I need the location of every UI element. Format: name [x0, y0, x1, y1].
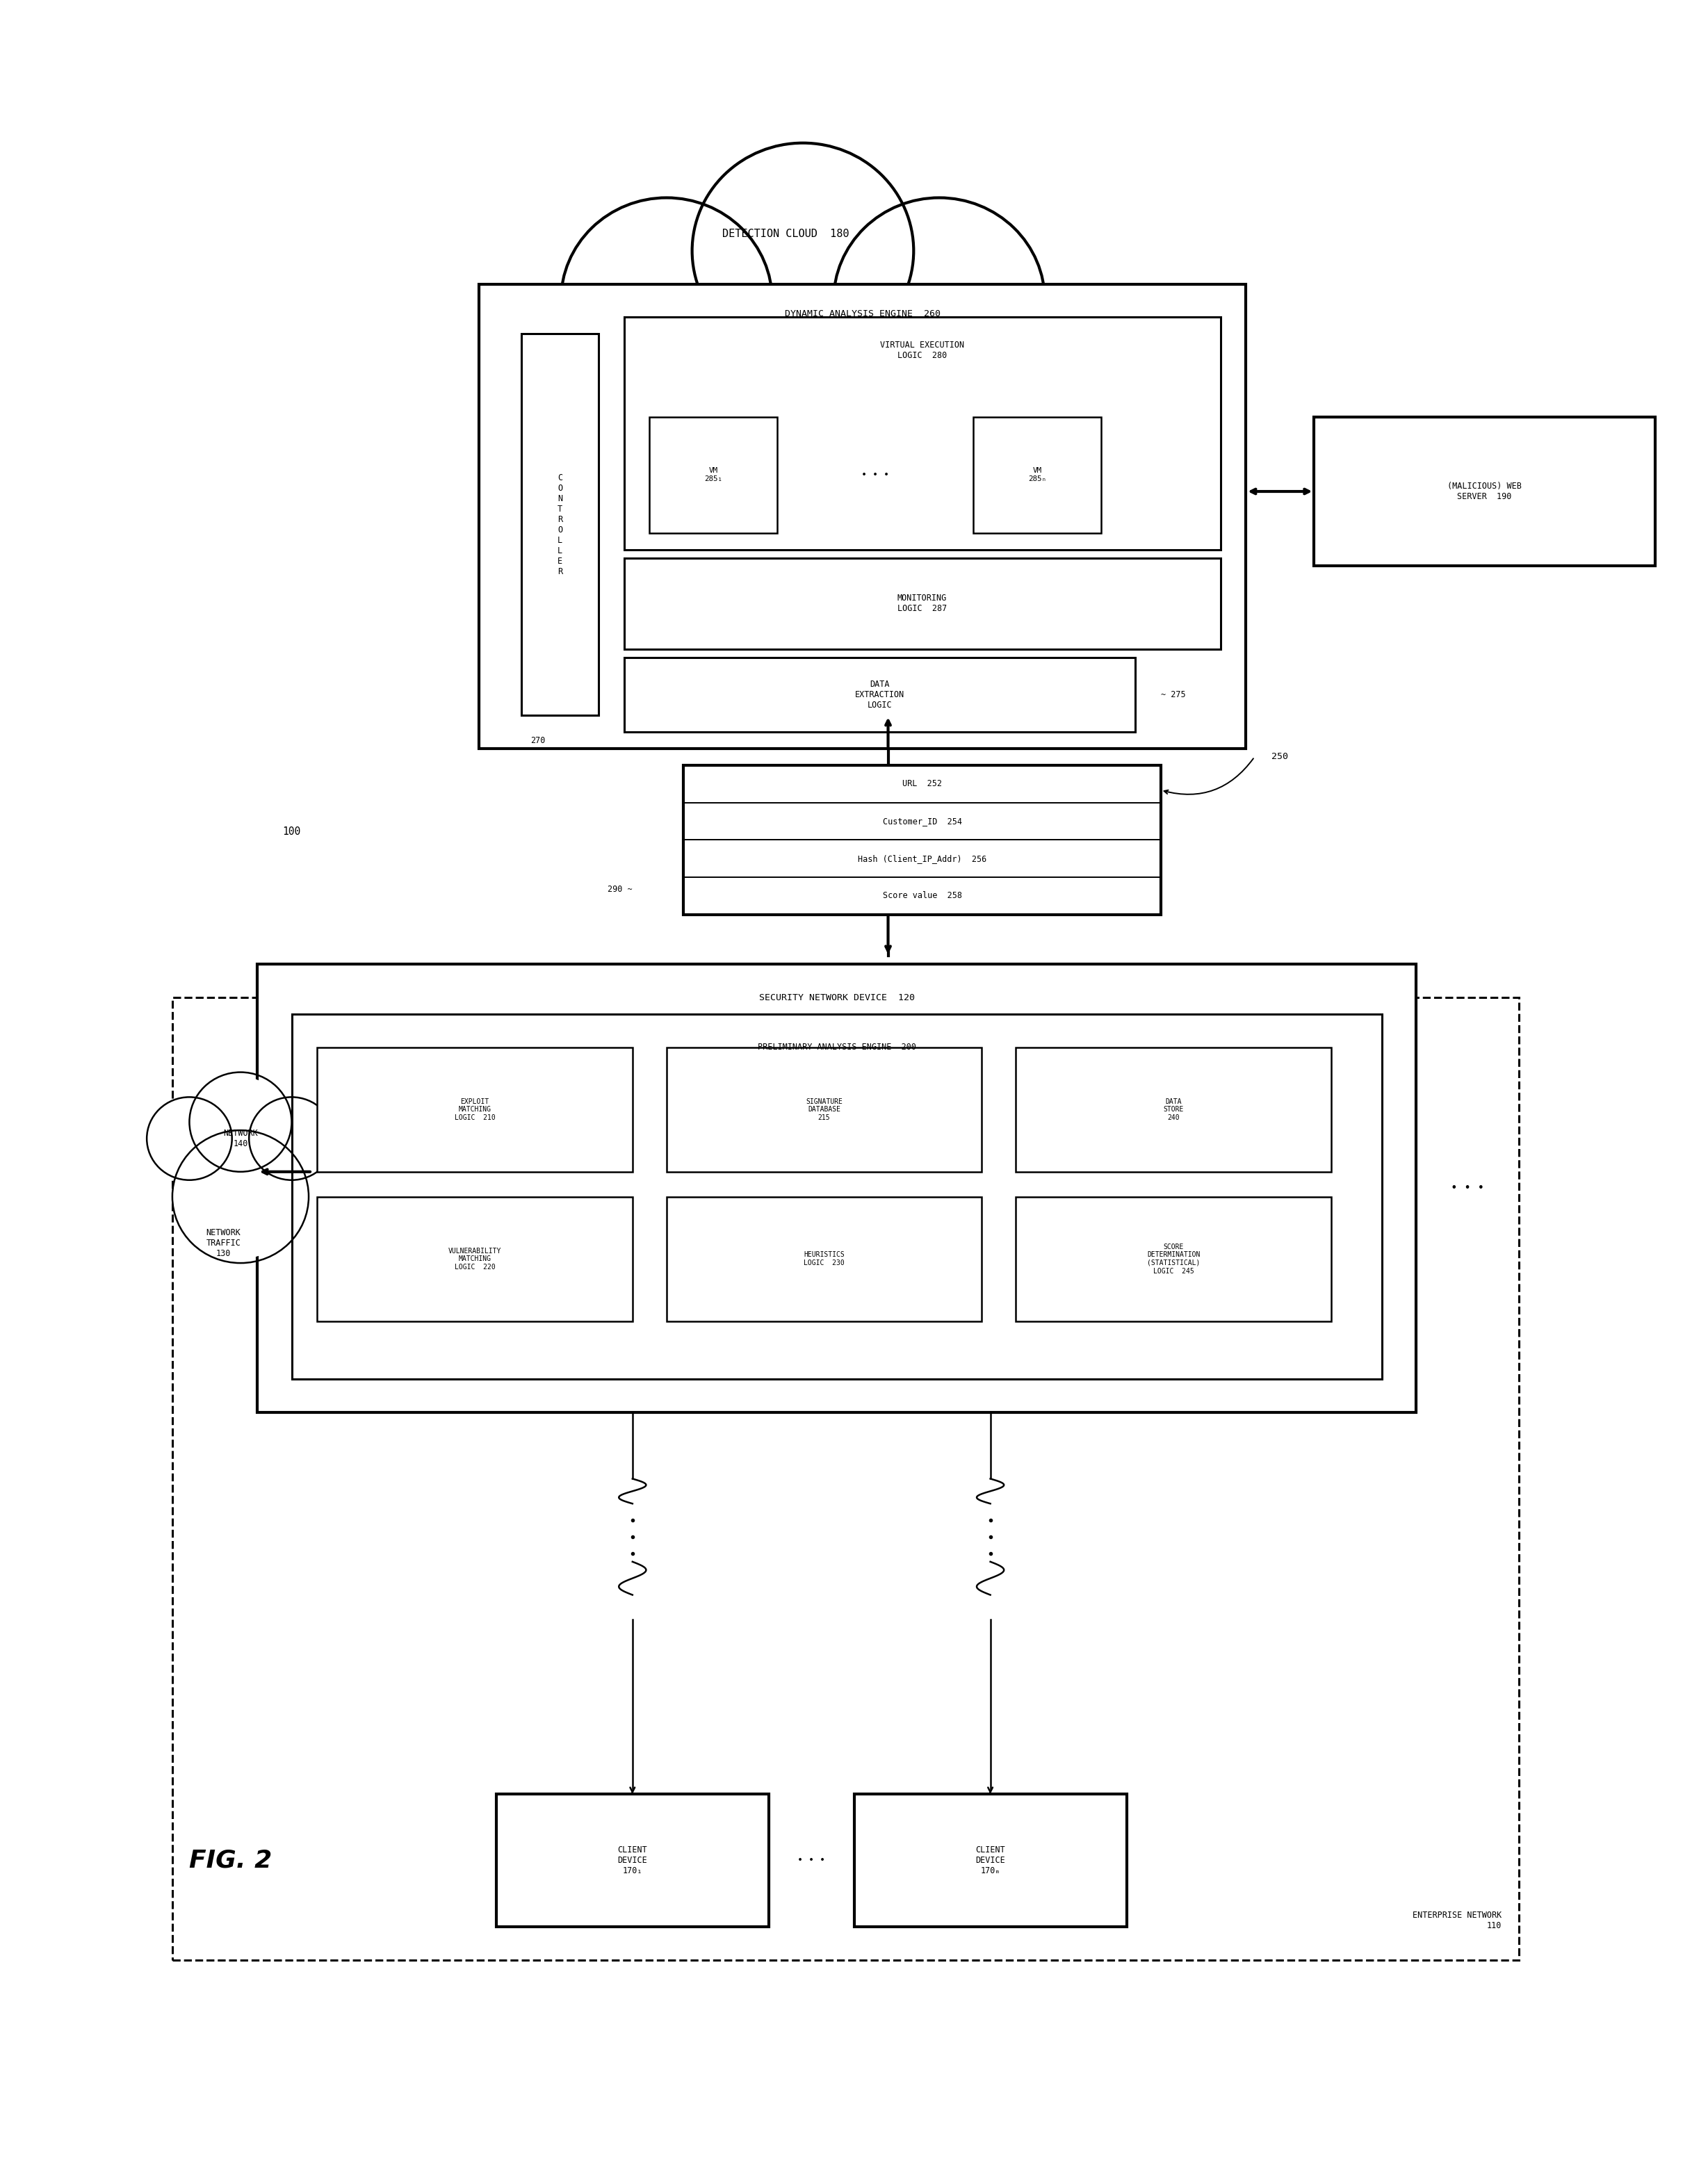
FancyBboxPatch shape: [478, 283, 1245, 748]
FancyBboxPatch shape: [666, 1197, 982, 1320]
Text: 250: 250: [1272, 752, 1288, 761]
Circle shape: [173, 1130, 309, 1262]
Text: CLIENT
DEVICE
170₁: CLIENT DEVICE 170₁: [618, 1845, 647, 1876]
Text: Customer_ID  254: Customer_ID 254: [883, 817, 962, 826]
Text: C
O
N
T
R
O
L
L
E
R: C O N T R O L L E R: [557, 473, 562, 577]
Text: PRELIMINARY ANALYSIS ENGINE  200: PRELIMINARY ANALYSIS ENGINE 200: [758, 1044, 915, 1052]
Text: 100: 100: [282, 826, 301, 836]
Text: Score value  258: Score value 258: [883, 890, 962, 901]
Circle shape: [834, 199, 1045, 404]
FancyBboxPatch shape: [318, 1048, 632, 1171]
FancyBboxPatch shape: [1016, 1197, 1331, 1320]
Circle shape: [931, 326, 1119, 508]
Circle shape: [487, 326, 675, 508]
Text: SECURITY NETWORK DEVICE  120: SECURITY NETWORK DEVICE 120: [758, 994, 915, 1003]
Text: VIRTUAL EXECUTION
LOGIC  280: VIRTUAL EXECUTION LOGIC 280: [880, 341, 965, 361]
Text: 270: 270: [529, 735, 545, 746]
Text: Hash (Client_IP_Addr)  256: Hash (Client_IP_Addr) 256: [857, 854, 987, 862]
Circle shape: [750, 331, 992, 568]
Text: • • •: • • •: [798, 1856, 825, 1865]
Circle shape: [195, 1076, 287, 1167]
FancyBboxPatch shape: [666, 1048, 982, 1171]
Circle shape: [840, 203, 1038, 398]
FancyBboxPatch shape: [974, 417, 1102, 534]
FancyBboxPatch shape: [623, 318, 1221, 549]
Circle shape: [606, 326, 863, 575]
Circle shape: [613, 331, 856, 568]
Circle shape: [936, 331, 1112, 501]
Text: VM
285ₙ: VM 285ₙ: [1028, 467, 1047, 482]
Circle shape: [147, 1098, 232, 1180]
FancyBboxPatch shape: [623, 558, 1221, 648]
FancyBboxPatch shape: [318, 1197, 632, 1320]
Text: SIGNATURE
DATABASE
215: SIGNATURE DATABASE 215: [806, 1098, 842, 1122]
Circle shape: [152, 1102, 227, 1176]
Text: DATA
STORE
240: DATA STORE 240: [1163, 1098, 1184, 1122]
Text: DATA
EXTRACTION
LOGIC: DATA EXTRACTION LOGIC: [854, 681, 904, 709]
FancyBboxPatch shape: [292, 1014, 1382, 1379]
Text: NETWORK
140: NETWORK 140: [224, 1128, 258, 1147]
Circle shape: [178, 1135, 304, 1258]
FancyBboxPatch shape: [683, 765, 1161, 914]
Text: DETECTION CLOUD  180: DETECTION CLOUD 180: [722, 229, 849, 240]
Text: HEURISTICS
LOGIC  230: HEURISTICS LOGIC 230: [804, 1251, 844, 1266]
Text: • • •: • • •: [1450, 1182, 1484, 1193]
Circle shape: [743, 326, 999, 575]
Text: • • •: • • •: [861, 471, 890, 480]
Text: MONITORING
LOGIC  287: MONITORING LOGIC 287: [897, 594, 946, 614]
FancyBboxPatch shape: [1016, 1048, 1331, 1171]
Circle shape: [254, 1102, 330, 1176]
Text: URL  252: URL 252: [902, 780, 943, 789]
Text: VULNERABILITY
MATCHING
LOGIC  220: VULNERABILITY MATCHING LOGIC 220: [447, 1247, 502, 1271]
Text: ENTERPRISE NETWORK
110: ENTERPRISE NETWORK 110: [1413, 1910, 1501, 1930]
FancyBboxPatch shape: [258, 964, 1416, 1413]
FancyBboxPatch shape: [495, 1794, 769, 1928]
Circle shape: [699, 149, 907, 352]
FancyBboxPatch shape: [623, 657, 1136, 733]
FancyBboxPatch shape: [1313, 417, 1655, 566]
FancyBboxPatch shape: [521, 333, 598, 715]
Circle shape: [692, 143, 914, 359]
FancyBboxPatch shape: [649, 417, 777, 534]
FancyBboxPatch shape: [854, 1794, 1127, 1928]
Text: DYNAMIC ANALYSIS ENGINE  260: DYNAMIC ANALYSIS ENGINE 260: [784, 309, 941, 318]
Text: EXPLOIT
MATCHING
LOGIC  210: EXPLOIT MATCHING LOGIC 210: [454, 1098, 495, 1122]
Circle shape: [567, 203, 767, 398]
Text: (MALICIOUS) WEB
SERVER  190: (MALICIOUS) WEB SERVER 190: [1447, 482, 1522, 501]
Circle shape: [560, 199, 772, 404]
Text: NETWORK
TRAFFIC
130: NETWORK TRAFFIC 130: [207, 1227, 241, 1258]
Circle shape: [249, 1098, 335, 1180]
Text: ~ 275: ~ 275: [1161, 689, 1185, 700]
Text: CLIENT
DEVICE
170ₘ: CLIENT DEVICE 170ₘ: [975, 1845, 1006, 1876]
Text: FIG. 2: FIG. 2: [190, 1848, 272, 1871]
Circle shape: [494, 331, 670, 501]
Text: VM
285₁: VM 285₁: [704, 467, 722, 482]
Text: 290 ~: 290 ~: [608, 886, 632, 895]
Circle shape: [190, 1072, 292, 1171]
Text: SCORE
DETERMINATION
(STATISTICAL)
LOGIC  245: SCORE DETERMINATION (STATISTICAL) LOGIC …: [1148, 1243, 1201, 1275]
